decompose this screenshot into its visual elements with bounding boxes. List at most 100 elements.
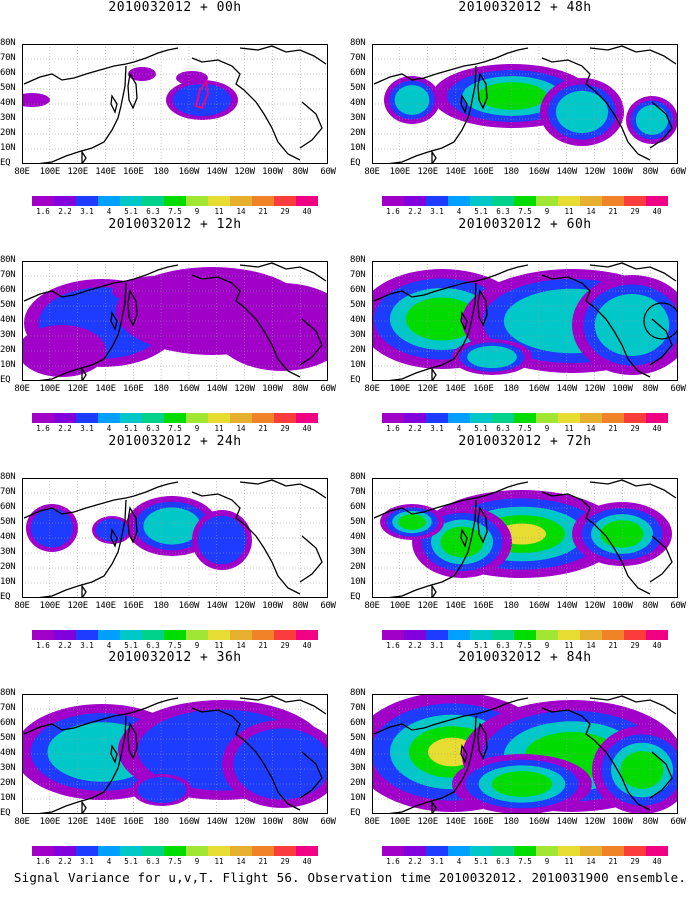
colorbar-label: 6.3 bbox=[496, 641, 510, 650]
colorbar-label: 1.6 bbox=[36, 641, 50, 650]
colorbar-label: 1.6 bbox=[386, 424, 400, 433]
lon-tick-label: 80E bbox=[364, 384, 380, 394]
panel-title: 2010032012 + 24h bbox=[108, 434, 242, 449]
colorbar bbox=[382, 196, 668, 206]
lon-tick-label: 160W bbox=[528, 384, 550, 394]
colorbar-label: 4 bbox=[106, 857, 112, 866]
colorbar-label: 7.5 bbox=[168, 857, 182, 866]
coastline bbox=[35, 715, 127, 814]
lon-tick-label: 180 bbox=[153, 817, 169, 827]
coastline bbox=[589, 695, 677, 715]
coastline bbox=[110, 94, 118, 114]
lat-tick-label: 30N bbox=[0, 330, 16, 340]
coastline bbox=[385, 499, 477, 598]
lon-tick-label: 100E bbox=[389, 167, 411, 177]
variance-contour bbox=[394, 85, 430, 115]
colorbar-swatch bbox=[32, 413, 54, 423]
colorbar-label: 5.1 bbox=[474, 641, 488, 650]
colorbar-label: 9 bbox=[194, 424, 200, 433]
variance-contour bbox=[467, 345, 517, 369]
coastline bbox=[299, 318, 323, 366]
coastline bbox=[23, 264, 179, 302]
variance-contour bbox=[176, 71, 208, 85]
lat-tick-label: 70N bbox=[350, 270, 366, 280]
colorbar-swatch bbox=[602, 846, 624, 856]
variance-contour bbox=[197, 515, 247, 565]
colorbar-label: 7.5 bbox=[168, 207, 182, 216]
colorbar-swatch bbox=[274, 630, 296, 640]
colorbar-label: 2.2 bbox=[408, 424, 422, 433]
coastline bbox=[239, 695, 327, 715]
colorbar-label: 21 bbox=[258, 207, 268, 216]
coastline bbox=[23, 481, 179, 519]
colorbar-swatch bbox=[296, 846, 318, 856]
lon-tick-label: 80W bbox=[642, 384, 658, 394]
colorbar-label: 9 bbox=[194, 857, 200, 866]
forecast-panel-84h: 2010032012 + 84h 80N 70N 60N 50N 40N 30N 20N 10… bbox=[350, 650, 700, 866]
lon-tick-label: 80W bbox=[642, 167, 658, 177]
lon-tick-label: 100E bbox=[389, 601, 411, 611]
colorbar-swatch bbox=[558, 846, 580, 856]
colorbar-label: 3.1 bbox=[430, 207, 444, 216]
colorbar-swatch bbox=[404, 630, 426, 640]
colorbar-swatch bbox=[98, 196, 120, 206]
lon-tick-label: 80E bbox=[364, 601, 380, 611]
colorbar-swatch bbox=[296, 196, 318, 206]
forecast-panel-60h: 2010032012 + 60h 80N 70N 60N 50N 40N 30N 20N 10… bbox=[350, 217, 700, 433]
coastline bbox=[23, 47, 179, 85]
colorbar-swatch bbox=[492, 413, 514, 423]
colorbar-swatch bbox=[274, 196, 296, 206]
lon-tick-label: 80E bbox=[14, 384, 30, 394]
colorbar-label: 6.3 bbox=[496, 424, 510, 433]
colorbar-swatch bbox=[536, 196, 558, 206]
colorbar-label: 5.1 bbox=[474, 424, 488, 433]
colorbar-swatch bbox=[514, 413, 536, 423]
variance-map bbox=[372, 694, 678, 814]
lon-tick-label: 180 bbox=[503, 601, 519, 611]
forecast-panel-00h: 2010032012 + 00h 80N 70N 60N 50N 40N 30N 20N 10… bbox=[0, 0, 350, 216]
lat-tick-label: 20N bbox=[350, 128, 366, 138]
colorbar-swatch bbox=[492, 196, 514, 206]
lon-tick-label: 100W bbox=[262, 601, 283, 611]
colorbar-label: 29 bbox=[630, 641, 640, 650]
colorbar-label: 3.1 bbox=[80, 207, 94, 216]
colorbar-label: 29 bbox=[280, 641, 290, 650]
colorbar-swatch bbox=[382, 196, 404, 206]
colorbar-label: 40 bbox=[302, 424, 312, 433]
colorbar-label: 3.1 bbox=[80, 641, 94, 650]
lon-tick-label: 140W bbox=[556, 601, 577, 611]
panel-title: 2010032012 + 48h bbox=[458, 0, 592, 15]
lon-tick-label: 140W bbox=[556, 817, 577, 827]
lon-tick-label: 120E bbox=[67, 384, 88, 394]
coastline bbox=[385, 715, 477, 814]
lat-tick-label: 40N bbox=[0, 748, 16, 758]
lat-tick-label: 70N bbox=[350, 53, 366, 63]
colorbar-label: 4 bbox=[106, 641, 112, 650]
colorbar bbox=[382, 846, 668, 856]
lon-tick-label: 140W bbox=[206, 817, 227, 827]
colorbar-swatch bbox=[230, 196, 252, 206]
lon-tick-label: 120W bbox=[584, 167, 605, 177]
colorbar-swatch bbox=[208, 413, 230, 423]
colorbar-label: 21 bbox=[258, 641, 268, 650]
lat-tick-label: 30N bbox=[350, 113, 366, 123]
lon-tick-label: 120E bbox=[417, 167, 438, 177]
lon-tick-label: 80W bbox=[292, 384, 308, 394]
colorbar-swatch bbox=[142, 630, 164, 640]
variance-contour bbox=[233, 728, 328, 800]
coastline bbox=[191, 57, 301, 161]
lon-tick-label: 100W bbox=[262, 167, 283, 177]
map-frame bbox=[372, 44, 678, 164]
colorbar-swatch bbox=[492, 846, 514, 856]
colorbar-swatch bbox=[54, 413, 76, 423]
colorbar-label: 4 bbox=[456, 641, 462, 650]
lat-tick-label: EQ bbox=[0, 375, 11, 385]
colorbar-swatch bbox=[624, 196, 646, 206]
colorbar-swatch bbox=[252, 196, 274, 206]
variance-map bbox=[22, 478, 328, 598]
colorbar-label: 9 bbox=[544, 424, 550, 433]
colorbar-swatch bbox=[646, 846, 668, 856]
colorbar-swatch bbox=[536, 630, 558, 640]
lon-tick-label: 120W bbox=[584, 384, 605, 394]
colorbar-swatch bbox=[492, 630, 514, 640]
